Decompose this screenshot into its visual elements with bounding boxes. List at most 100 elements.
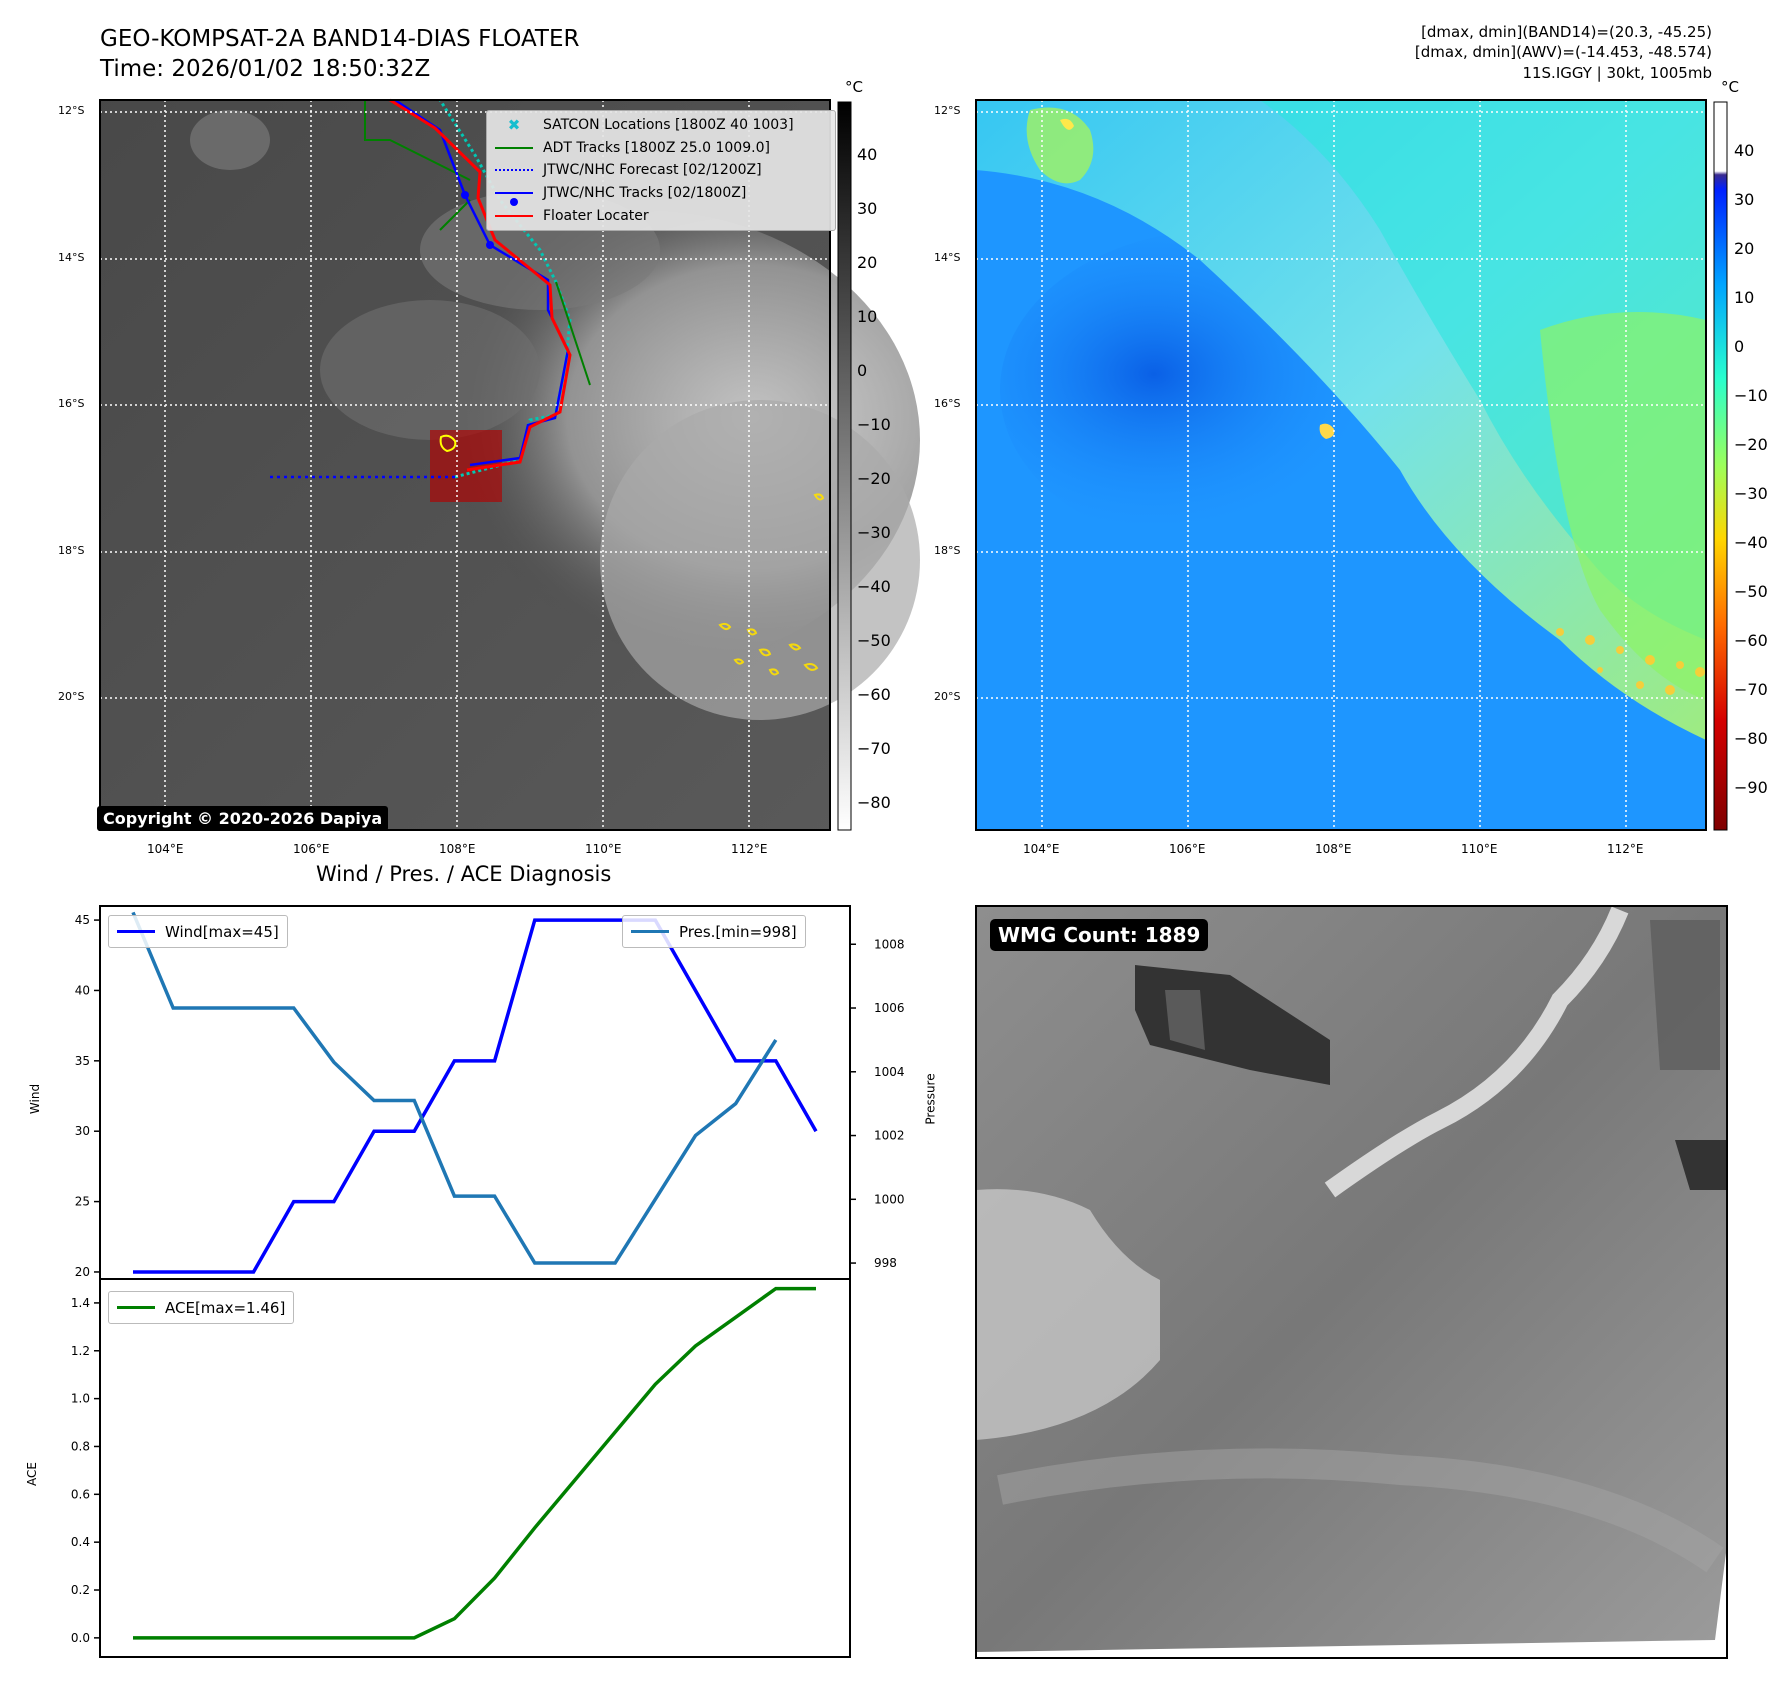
- x-marker-icon: ✖: [507, 116, 521, 135]
- pressure-line: [131, 911, 778, 1265]
- main-title: GEO-KOMPSAT-2A BAND14-DIAS FLOATER: [100, 26, 580, 52]
- colorbar-tick-label: −50: [857, 631, 891, 650]
- colorbar-tick-label: −40: [857, 577, 891, 596]
- satcon-track: [438, 99, 572, 479]
- pressure-series: [131, 911, 778, 1265]
- lat-label: 18°S: [934, 544, 961, 557]
- lat-label: 16°S: [58, 397, 85, 410]
- wind-legend-label: Wind[max=45]: [165, 922, 279, 941]
- band14-range: [dmax, dmin](BAND14)=(20.3, -45.25): [1421, 23, 1712, 41]
- diagnosis-title: Wind / Pres. / ACE Diagnosis: [316, 862, 612, 886]
- pressure-tick-label: 1006: [874, 1001, 905, 1015]
- lat-label: 12°S: [934, 104, 961, 117]
- pressure-tick-label: 1004: [874, 1065, 905, 1079]
- legend-floater: Floater Locater: [493, 204, 829, 227]
- colorbar-tick-label: −40: [1734, 533, 1768, 552]
- copyright-label: Copyright © 2020-2026 Dapiya: [97, 806, 389, 831]
- lat-label: 18°S: [58, 544, 85, 557]
- lat-label: 14°S: [58, 251, 85, 264]
- colorbar-right-unit: °C: [1721, 78, 1739, 96]
- colorbar-tick-label: −80: [1734, 729, 1768, 748]
- colorbar-left-unit: °C: [845, 78, 863, 96]
- legend-jtwc-label: JTWC/NHC Tracks [02/1800Z]: [543, 185, 747, 202]
- jtwc-track: [394, 98, 570, 467]
- awv-range: [dmax, dmin](AWV)=(-14.453, -48.574): [1414, 43, 1712, 61]
- legend-forecast: JTWC/NHC Forecast [02/1200Z]: [493, 159, 829, 182]
- wind-tick-label: 20: [75, 1265, 90, 1279]
- line-dot-icon: [493, 192, 535, 207]
- ace-tick-label: 1.0: [71, 1392, 90, 1406]
- wind-axis-ticks: 20 25 30 35 40 45: [75, 913, 100, 1279]
- ace-panel: 0.0 0.2 0.4 0.6 0.8 1.0 1.2 1.4: [71, 1278, 851, 1658]
- colorbar-left: [837, 101, 852, 831]
- wind-axis-label: Wind: [28, 1083, 43, 1115]
- colorbar-tick-label: −60: [857, 685, 891, 704]
- pressure-tick-label: 1002: [874, 1129, 905, 1143]
- legend-satcon-label: SATCON Locations [1800Z 40 1003]: [543, 117, 794, 134]
- wind-tick-label: 40: [75, 983, 90, 997]
- wind-legend: Wind[max=45]: [108, 915, 288, 948]
- colorbar-tick-label: 30: [1734, 190, 1755, 209]
- colorbar-tick-label: −70: [1734, 680, 1768, 699]
- lat-label: 20°S: [934, 690, 961, 703]
- dotted-line-icon: [493, 169, 535, 172]
- lon-label: 112°E: [731, 842, 768, 856]
- lon-label: 104°E: [1023, 842, 1060, 856]
- wind-tick-label: 25: [75, 1195, 90, 1209]
- pressure-legend-label: Pres.[min=998]: [679, 922, 797, 941]
- awv-map: [975, 99, 1707, 831]
- ace-axis-label: ACE: [24, 1462, 39, 1486]
- colorbar-tick-label: 0: [857, 361, 868, 380]
- colorbar-tick-label: −10: [1734, 386, 1768, 405]
- colorbar-tick-label: 20: [1734, 239, 1755, 258]
- lon-label: 104°E: [147, 842, 184, 856]
- pressure-tick-label: 1008: [874, 937, 905, 951]
- ace-tick-label: 0.4: [71, 1535, 90, 1549]
- colorbar-tick-label: −60: [1734, 631, 1768, 650]
- ace-tick-label: 0.8: [71, 1439, 90, 1453]
- lat-label: 14°S: [934, 251, 961, 264]
- lat-label: 12°S: [58, 104, 85, 117]
- pressure-tick-label: 998: [874, 1256, 897, 1270]
- lon-label: 112°E: [1607, 842, 1644, 856]
- ace-series: [133, 1286, 816, 1640]
- colorbar-tick-label: 10: [857, 307, 878, 326]
- wind-series: [133, 918, 818, 1274]
- ace-tick-label: 1.4: [71, 1296, 90, 1310]
- floater-locater-track: [389, 98, 572, 472]
- wmg-count-label: WMG Count: 1889: [990, 919, 1209, 951]
- wind-tick-label: 30: [75, 1124, 90, 1138]
- awv-grid: [976, 100, 1706, 830]
- colorbar-tick-label: −20: [857, 469, 891, 488]
- map-legend: ✖ SATCON Locations [1800Z 40 1003] ADT T…: [486, 110, 836, 231]
- wind-line: [133, 918, 818, 1274]
- colorbar-tick-label: 0: [1734, 337, 1745, 356]
- lon-label: 110°E: [1461, 842, 1498, 856]
- wind-tick-label: 35: [75, 1054, 90, 1068]
- lon-label: 106°E: [293, 842, 330, 856]
- lat-label: 16°S: [934, 397, 961, 410]
- lat-label: 20°S: [58, 690, 85, 703]
- ace-legend: ACE[max=1.46]: [108, 1291, 295, 1324]
- colorbar-tick-label: −30: [1734, 484, 1768, 503]
- colorbar-tick-label: −70: [857, 739, 891, 758]
- lon-label: 110°E: [585, 842, 622, 856]
- map-grid: [100, 100, 830, 830]
- lon-label: 108°E: [439, 842, 476, 856]
- colorbar-tick-label: −80: [857, 793, 891, 812]
- ace-tick-label: 0.6: [71, 1487, 90, 1501]
- colorbar-tick-label: −30: [857, 523, 891, 542]
- time-title: Time: 2026/01/02 18:50:32Z: [100, 56, 431, 82]
- pressure-axis-label: Pressure: [923, 1073, 938, 1125]
- ace-tick-label: 0.2: [71, 1583, 90, 1597]
- legend-jtwc: JTWC/NHC Tracks [02/1800Z]: [493, 182, 829, 207]
- line-icon: [493, 146, 535, 149]
- colorbar-tick-label: −10: [857, 415, 891, 434]
- wind-pressure-panel: 20 25 30 35 40 45 998 1000 1002 1004 1006 1008: [75, 905, 905, 1280]
- colorbar-tick-label: −50: [1734, 582, 1768, 601]
- wind-line-icon: [117, 930, 155, 933]
- lon-label: 108°E: [1315, 842, 1352, 856]
- legend-satcon: ✖ SATCON Locations [1800Z 40 1003]: [493, 114, 829, 137]
- pressure-legend: Pres.[min=998]: [622, 915, 806, 948]
